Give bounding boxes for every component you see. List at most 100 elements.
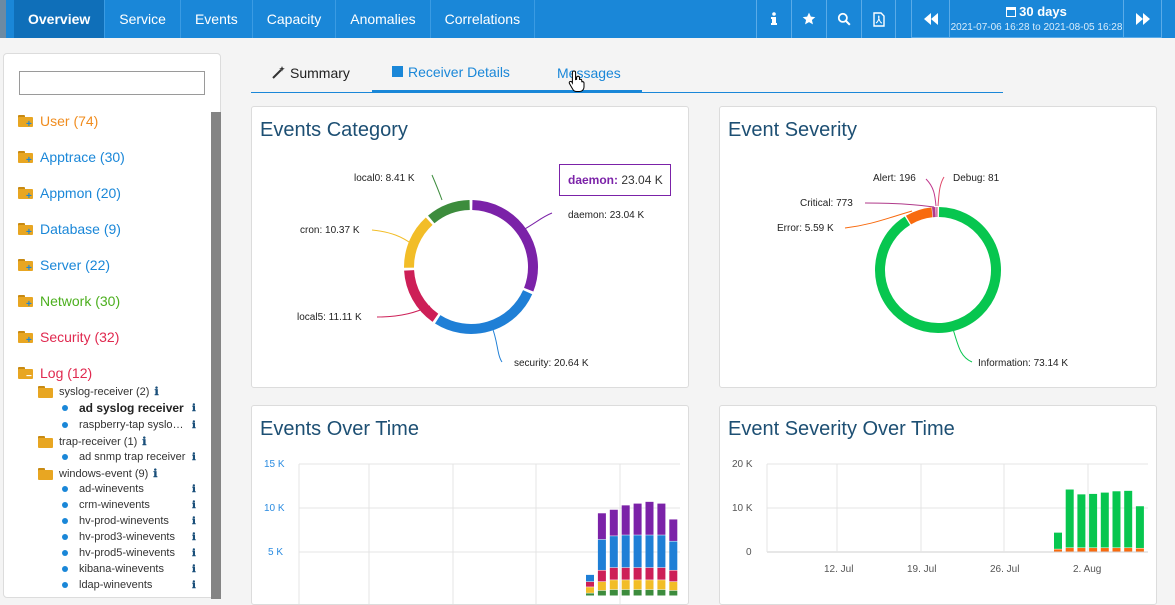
bar-segment-information[interactable] [1124, 491, 1132, 548]
bar-segment-error[interactable] [1054, 549, 1062, 551]
tab-messages[interactable]: Messages [557, 53, 621, 93]
sidebar-search-input[interactable] [19, 71, 205, 95]
leaf-hv-prod3-winevents[interactable]: hv-prod3-winevents ℹ [62, 531, 202, 543]
bar-segment-security[interactable] [622, 535, 630, 567]
search-button[interactable] [826, 0, 861, 38]
pdf-export-button[interactable] [861, 0, 896, 38]
category-appmon[interactable]: + Appmon (20) [18, 185, 121, 201]
info-icon[interactable]: ℹ [192, 500, 196, 511]
previous-period-button[interactable] [912, 0, 949, 38]
bar-segment-information[interactable] [1136, 506, 1144, 548]
bar-segment-local5[interactable] [610, 568, 618, 580]
bar-segment-security[interactable] [657, 535, 665, 567]
bar-segment-information[interactable] [1089, 494, 1097, 548]
bar-segment-error[interactable] [1101, 548, 1109, 551]
info-icon[interactable]: ℹ [192, 548, 196, 559]
bar-segment-daemon[interactable] [610, 510, 618, 536]
category-apptrace[interactable]: + Apptrace (30) [18, 149, 125, 165]
donut-slice-information[interactable] [880, 212, 996, 328]
bar-segment-daemon[interactable] [622, 505, 630, 534]
bar-segment-local5[interactable] [669, 570, 677, 581]
info-icon[interactable]: ℹ [192, 484, 196, 495]
bar-segment-cron[interactable] [610, 580, 618, 589]
bar-segment-security[interactable] [586, 575, 594, 582]
group-syslog-receiver[interactable]: syslog-receiver (2) ℹ [38, 385, 159, 398]
donut-slice-error[interactable] [908, 212, 932, 220]
bar-segment-information[interactable] [1077, 494, 1085, 547]
info-button[interactable] [756, 0, 791, 38]
info-icon[interactable]: ℹ [142, 435, 146, 448]
leaf-ad-winevents[interactable]: ad-winevents ℹ [62, 483, 202, 495]
category-network[interactable]: + Network (30) [18, 293, 120, 309]
next-period-button[interactable] [1124, 0, 1161, 38]
bar-segment-error[interactable] [1066, 548, 1074, 551]
sidebar-toggle-edge[interactable] [0, 0, 6, 38]
bar-segment-security[interactable] [646, 535, 654, 567]
scrollbar-thumb[interactable] [211, 112, 221, 599]
bar-segment-cron[interactable] [669, 582, 677, 590]
info-icon[interactable]: ℹ [192, 420, 196, 431]
bar-segment-local0[interactable] [598, 591, 606, 596]
bar-segment-daemon[interactable] [657, 504, 665, 535]
nav-anomalies[interactable]: Anomalies [336, 0, 430, 38]
category-server[interactable]: + Server (22) [18, 257, 110, 273]
nav-events[interactable]: Events [181, 0, 253, 38]
donut-slice-cron[interactable] [409, 221, 429, 267]
info-icon[interactable]: ℹ [153, 467, 157, 480]
info-icon[interactable]: ℹ [192, 403, 196, 414]
category-database[interactable]: + Database (9) [18, 221, 121, 237]
bar-segment-information[interactable] [1066, 490, 1074, 548]
bar-segment-error[interactable] [1077, 548, 1085, 551]
category-log[interactable]: − Log (12) [18, 365, 92, 381]
info-icon[interactable]: ℹ [154, 385, 158, 398]
nav-service[interactable]: Service [105, 0, 181, 38]
leaf-crm-winevents[interactable]: crm-winevents ℹ [62, 499, 202, 511]
bar-segment-cron[interactable] [598, 582, 606, 590]
tab-summary[interactable]: Summary [271, 53, 350, 93]
leaf-hv-prod-winevents[interactable]: hv-prod-winevents ℹ [62, 515, 202, 527]
sidebar-scrollbar[interactable] [211, 112, 221, 599]
donut-slice-local0[interactable] [431, 205, 469, 219]
info-icon[interactable]: ℹ [192, 532, 196, 543]
bar-segment-daemon[interactable] [669, 519, 677, 541]
bar-segment-local0[interactable] [669, 591, 677, 596]
bar-segment-cron[interactable] [646, 580, 654, 589]
category-security[interactable]: + Security (32) [18, 329, 119, 345]
bar-segment-local5[interactable] [646, 568, 654, 580]
bar-segment-cron[interactable] [634, 580, 642, 589]
bar-segment-daemon[interactable] [646, 502, 654, 535]
donut-slice-security[interactable] [438, 292, 528, 329]
bar-segment-cron[interactable] [657, 580, 665, 589]
leaf-hv-prod5-winevents[interactable]: hv-prod5-winevents ℹ [62, 547, 202, 559]
bar-segment-security[interactable] [634, 535, 642, 567]
bar-segment-local5[interactable] [657, 568, 665, 580]
nav-correlations[interactable]: Correlations [431, 0, 535, 38]
bar-segment-local5[interactable] [634, 568, 642, 580]
bar-segment-local5[interactable] [622, 568, 630, 580]
info-icon[interactable]: ℹ [192, 452, 196, 463]
category-user[interactable]: + User (74) [18, 113, 98, 129]
time-range-display[interactable]: 30 days 2021-07-06 16:28 to 2021-08-05 1… [949, 0, 1124, 37]
bar-segment-cron[interactable] [622, 580, 630, 589]
donut-slice-daemon[interactable] [472, 205, 533, 290]
nav-capacity[interactable]: Capacity [253, 0, 336, 38]
bar-segment-local0[interactable] [586, 593, 594, 595]
bar-segment-error[interactable] [1089, 548, 1097, 551]
bar-segment-local5[interactable] [586, 582, 594, 587]
bar-segment-security[interactable] [669, 541, 677, 570]
leaf-ad-snmp-trap-receiver[interactable]: ad snmp trap receiver ℹ [62, 451, 202, 463]
leaf-raspberry-tap[interactable]: raspberry-tap syslo… ℹ [62, 419, 202, 431]
bar-segment-information[interactable] [1054, 533, 1062, 549]
bar-segment-error[interactable] [1124, 548, 1132, 551]
leaf-kibana-winevents[interactable]: kibana-winevents ℹ [62, 563, 202, 575]
group-windows-event[interactable]: windows-event (9) ℹ [38, 467, 157, 480]
info-icon[interactable]: ℹ [192, 516, 196, 527]
favorite-button[interactable] [791, 0, 826, 38]
bar-segment-security[interactable] [610, 536, 618, 567]
bar-segment-daemon[interactable] [634, 504, 642, 535]
leaf-ldap-winevents[interactable]: ldap-winevents ℹ [62, 579, 202, 591]
bar-segment-daemon[interactable] [598, 513, 606, 539]
nav-overview[interactable]: Overview [14, 0, 105, 38]
bar-segment-local5[interactable] [598, 570, 606, 581]
group-trap-receiver[interactable]: trap-receiver (1) ℹ [38, 435, 146, 448]
